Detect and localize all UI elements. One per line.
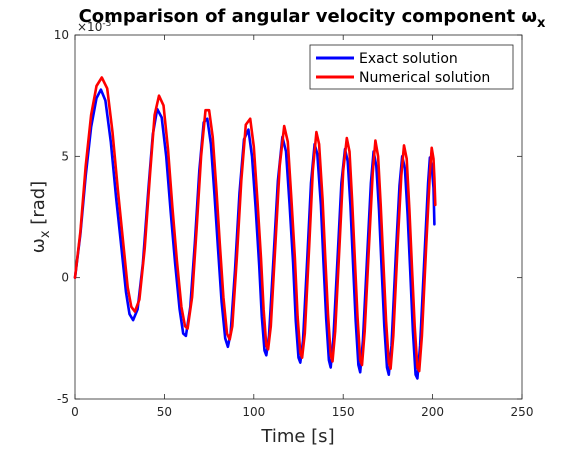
series-line-numerical <box>73 76 437 373</box>
chart-title: Comparison of angular velocity component… <box>79 6 546 31</box>
y-exponent-label: ×10-3 <box>77 19 111 34</box>
y-axis-title-unit: [rad] <box>28 181 49 231</box>
legend-box <box>309 44 514 90</box>
x-tick-label: 50 <box>157 405 172 419</box>
series-layer <box>73 76 437 380</box>
x-axis-title: Time [s] <box>260 426 334 447</box>
y-axis-title-subscript: x <box>38 230 53 238</box>
chart-title-subscript: x <box>537 16 546 31</box>
y-exponent-power: -3 <box>102 19 111 29</box>
y-tick-label: -5 <box>57 392 69 406</box>
x-axis: 0 50 100 150 200 250 <box>71 35 533 419</box>
y-tick-label: 0 <box>61 271 69 285</box>
legend-label-exact: Exact solution <box>359 51 458 67</box>
series-line-exact <box>73 88 436 380</box>
legend-label-numerical: Numerical solution <box>359 70 490 86</box>
x-tick-label: 200 <box>421 405 444 419</box>
x-tick-label: 0 <box>71 405 79 419</box>
x-tick-label: 150 <box>332 405 355 419</box>
y-axis-title-main: ω <box>28 238 49 253</box>
y-axis-title: ωx [rad] <box>28 181 53 253</box>
x-tick-label: 250 <box>511 405 534 419</box>
x-tick-label: 100 <box>242 405 265 419</box>
legend: Exact solution Numerical solution <box>309 44 514 90</box>
y-exponent-base: ×10 <box>77 20 102 34</box>
y-axis: -5 0 5 10 <box>54 28 522 406</box>
y-tick-label: 10 <box>54 28 69 42</box>
chart-title-main: Comparison of angular velocity component… <box>79 6 537 27</box>
y-tick-label: 5 <box>61 149 69 163</box>
